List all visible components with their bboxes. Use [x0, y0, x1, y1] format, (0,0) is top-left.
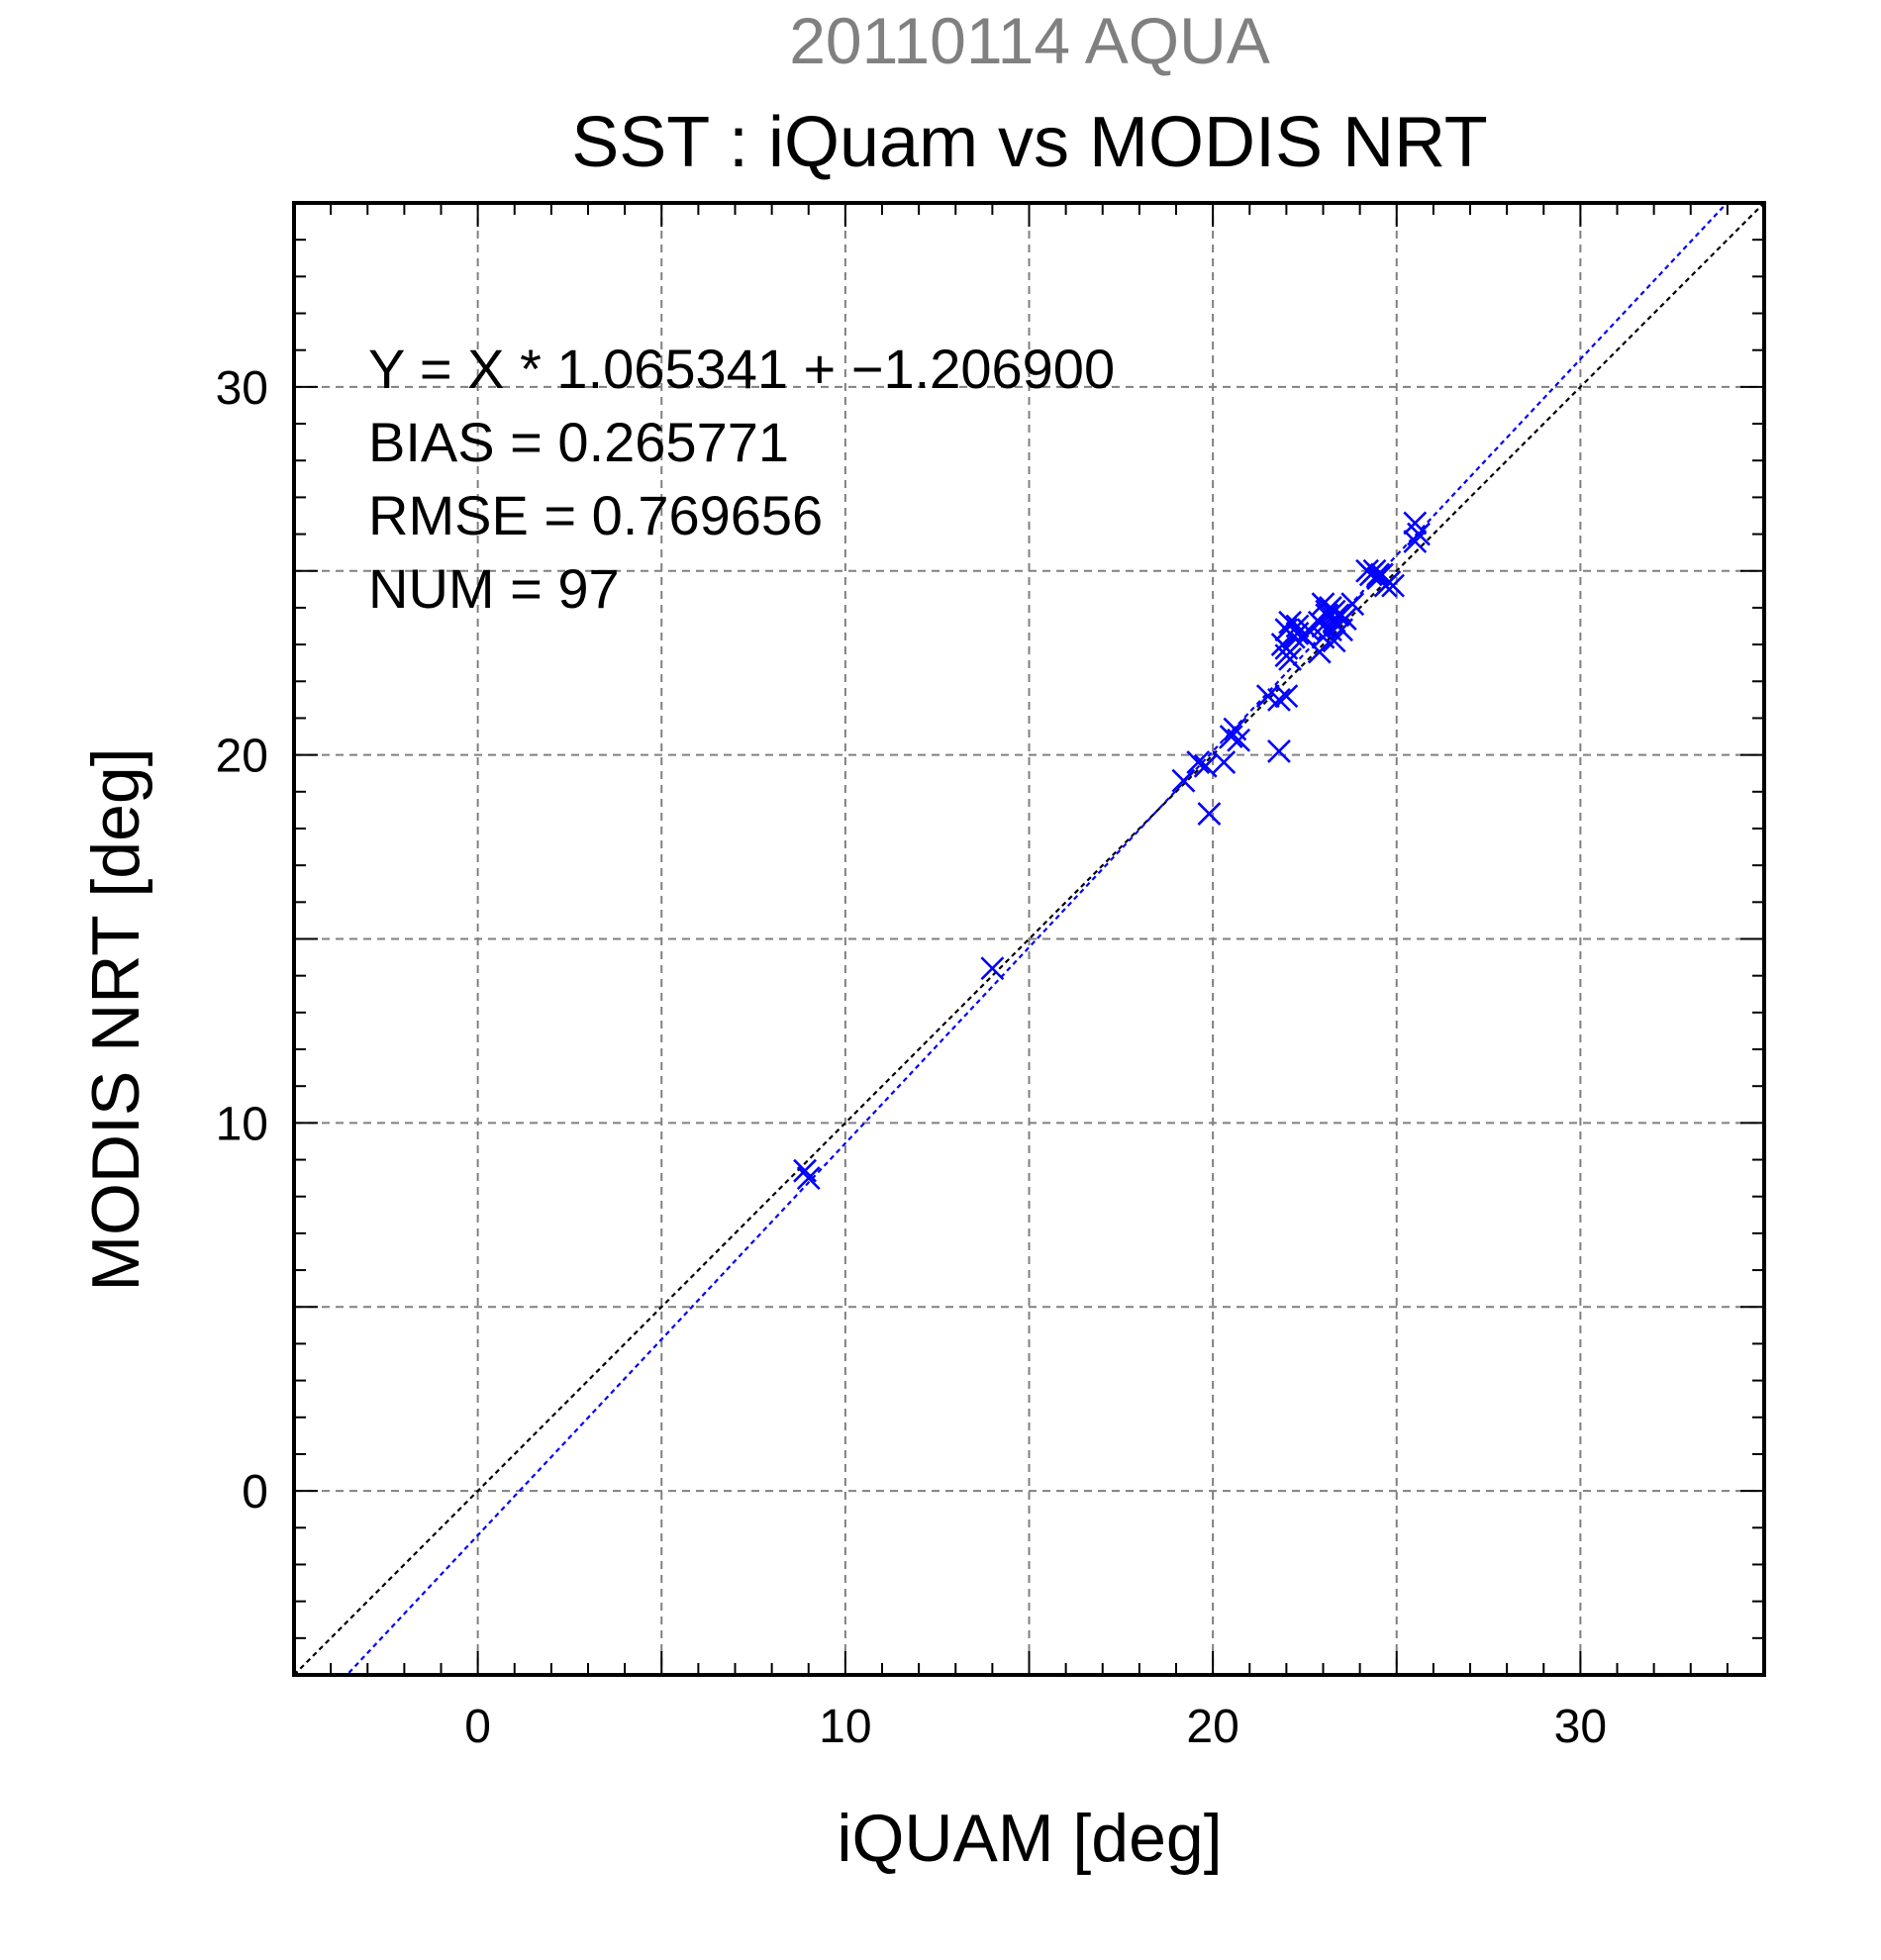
x-tick-label: 30 — [1554, 1701, 1607, 1753]
data-point — [1362, 558, 1387, 583]
data-point — [1296, 618, 1321, 642]
data-point — [1274, 636, 1299, 660]
grid-lines — [294, 203, 1764, 1675]
data-point — [1197, 802, 1222, 827]
data-point — [1267, 687, 1291, 712]
data-point — [1193, 753, 1218, 778]
plot-frame — [292, 201, 1766, 1677]
y-tick-label: 0 — [242, 1466, 268, 1519]
x-tick-label: 0 — [464, 1701, 491, 1753]
data-point — [1219, 725, 1243, 748]
bias-value: BIAS = 0.265771 — [368, 411, 789, 473]
data-point — [1322, 629, 1346, 653]
reference-lines — [294, 203, 1764, 1675]
data-point — [1307, 610, 1332, 635]
chart-supertitle: 20110114 AQUA — [789, 4, 1270, 77]
data-point — [1315, 599, 1339, 624]
data-point — [1307, 639, 1332, 664]
data-point — [1381, 573, 1405, 598]
rmse-value: RMSE = 0.769656 — [368, 484, 823, 546]
y-tick-label: 20 — [216, 731, 268, 783]
data-point — [793, 1158, 817, 1183]
regression-line — [345, 203, 1729, 1675]
data-point — [1407, 522, 1431, 546]
data-point — [1186, 750, 1211, 774]
y-tick-label: 30 — [216, 362, 268, 415]
data-points — [793, 511, 1431, 1191]
statistics-annotation: Y = X * 1.065341 + −1.206900 BIAS = 0.26… — [368, 338, 1115, 620]
data-point — [1274, 684, 1299, 709]
num-value: NUM = 97 — [368, 557, 620, 620]
data-point — [1403, 530, 1428, 553]
data-point — [1171, 768, 1196, 793]
data-point — [1311, 592, 1336, 617]
data-point — [1227, 728, 1251, 752]
data-point — [1267, 738, 1291, 763]
tick-labels: 0 10 20 30 0 10 20 30 — [216, 362, 1607, 1753]
x-axis-label: iQUAM [deg] — [837, 1801, 1222, 1876]
x-tick-label: 10 — [819, 1701, 871, 1753]
data-point — [1322, 599, 1346, 624]
data-point — [1340, 592, 1365, 617]
data-point — [1212, 750, 1237, 774]
data-point — [1326, 614, 1350, 638]
fit-equation: Y = X * 1.065341 + −1.206900 — [368, 338, 1115, 400]
chart-title: SST : iQuam vs MODIS NRT — [571, 103, 1488, 182]
x-tick-label: 20 — [1186, 1701, 1238, 1753]
y-tick-label: 10 — [216, 1098, 268, 1150]
data-point — [980, 956, 1005, 981]
data-point — [796, 1166, 821, 1191]
y-axis-label: MODIS NRT [deg] — [78, 747, 153, 1291]
